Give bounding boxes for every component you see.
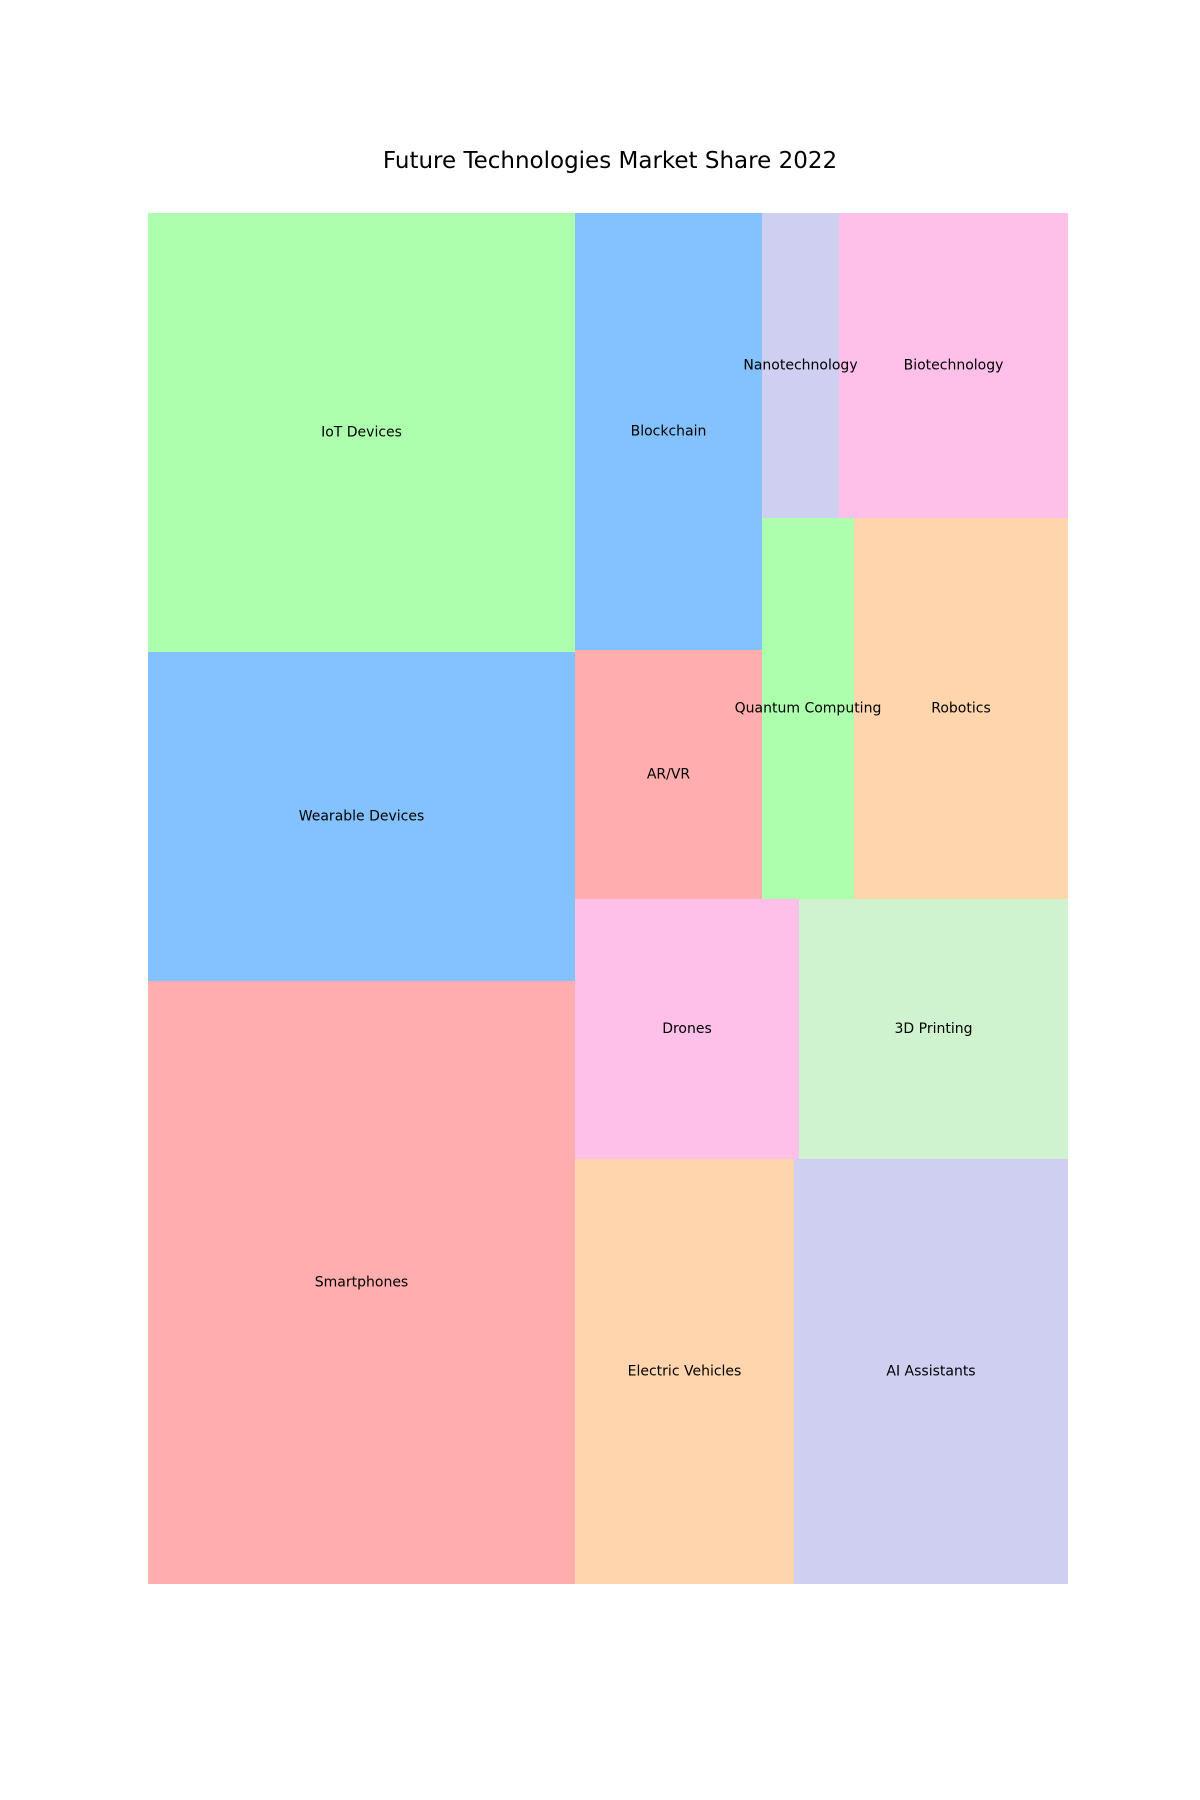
treemap-tile-nanotechnology — [762, 213, 839, 518]
treemap-tile-robotics — [854, 518, 1068, 899]
treemap-label-electric-vehicles: Electric Vehicles — [628, 1364, 742, 1380]
treemap-tile-electric-vehicles — [575, 1159, 794, 1584]
treemap-tile-blockchain — [575, 213, 762, 650]
treemap-label-wearable-devices: Wearable Devices — [299, 809, 425, 825]
treemap-label-robotics: Robotics — [931, 701, 991, 717]
treemap-tile-wearable-devices — [148, 652, 575, 981]
treemap-tile-smartphones — [148, 981, 575, 1584]
treemap-label-iot-devices: IoT Devices — [321, 425, 402, 441]
treemap-label-ar-vr: AR/VR — [647, 767, 691, 783]
treemap-label-blockchain: Blockchain — [631, 424, 707, 440]
treemap-tile-3d-printing — [799, 899, 1068, 1159]
treemap-label-3d-printing: 3D Printing — [895, 1021, 973, 1037]
treemap-label-smartphones: Smartphones — [315, 1275, 408, 1291]
treemap-label-ai-assistants: AI Assistants — [886, 1364, 975, 1380]
treemap-label-biotechnology: Biotechnology — [904, 358, 1004, 374]
treemap-label-quantum-computing: Quantum Computing — [735, 701, 882, 717]
treemap-tile-drones — [575, 899, 799, 1159]
chart-title: Future Technologies Market Share 2022 — [382, 148, 838, 174]
treemap-label-drones: Drones — [662, 1021, 712, 1037]
treemap-label-nanotechnology: Nanotechnology — [743, 358, 857, 374]
treemap-tile-biotechnology — [839, 213, 1068, 518]
treemap-tile-quantum-computing — [762, 518, 854, 899]
treemap-tile-ar-vr — [575, 650, 762, 899]
treemap-tile-iot-devices — [148, 213, 575, 652]
treemap-tile-ai-assistants — [794, 1159, 1068, 1584]
